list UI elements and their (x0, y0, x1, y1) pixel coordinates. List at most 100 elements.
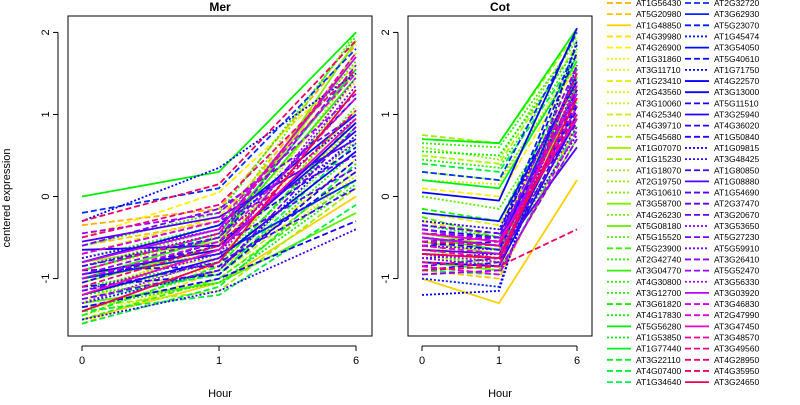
x-tick-label-mer-0: 0 (79, 355, 85, 367)
series-line-mer-at1g09815 (81, 228, 357, 321)
series-line-cot-at5g23900 (421, 101, 578, 239)
series-line-mer-at3g49560 (81, 68, 357, 239)
series-line-mer-at1g71750 (81, 72, 357, 222)
series-line-mer-at3g10610 (81, 138, 357, 313)
legend-label-at3g48425: AT3G48425 (714, 154, 759, 164)
legend-label-at1g15230: AT1G15230 (636, 154, 681, 164)
y-tick-label-cot-0: 0 (380, 193, 392, 199)
legend-label-at1g07070: AT1G07070 (636, 143, 681, 153)
series-line-mer-at3g48570 (81, 52, 357, 272)
series-line-cot-at4g22570 (421, 27, 578, 202)
legend-label-at3g62930: AT3G62930 (714, 9, 759, 19)
series-line-cot-at5g27230 (421, 89, 578, 243)
series-line-mer-at2g19750 (81, 89, 357, 292)
series-line-mer-at3g24650 (81, 89, 357, 313)
series-line-mer-at1g56430 (81, 44, 357, 227)
legend-label-at4g35950: AT4G35950 (714, 366, 759, 376)
legend-label-at1g54690: AT1G54690 (714, 188, 759, 198)
series-line-mer-at3g47450 (81, 117, 357, 296)
series-line-cot-at3g47450 (421, 118, 578, 243)
legend-label-at3g04770: AT3G04770 (636, 266, 681, 276)
legend-label-at4g25340: AT4G25340 (636, 110, 681, 120)
series-line-mer-at1g15230 (81, 187, 357, 309)
series-line-cot-at2g32720 (421, 31, 578, 182)
series-line-cot-at4g28950 (421, 114, 578, 247)
x-tick-label-cot-1: 1 (496, 355, 502, 367)
series-line-mer-at1g54690 (81, 167, 357, 280)
legend-label-at3g58700: AT3G58700 (636, 199, 681, 209)
series-line-cot-at1g71750 (421, 40, 578, 296)
series-line-cot-at3g26410 (421, 138, 578, 276)
legend-label-at5g40610: AT5G40610 (714, 54, 759, 64)
series-line-mer-at3g54050 (81, 113, 357, 264)
series-line-cot-at2g42740 (421, 40, 578, 149)
legend-label-at1g80850: AT1G80850 (714, 165, 759, 175)
legend-label-at5g23070: AT5G23070 (714, 20, 759, 30)
legend-label-at5g11510: AT5G11510 (714, 98, 759, 108)
legend-label-at3g26410: AT3G26410 (714, 254, 759, 264)
y-tick-label-cot--1: -1 (380, 274, 392, 284)
series-line-mer-at4g07400 (81, 203, 357, 313)
legend-label-at5g56280: AT5G56280 (636, 321, 681, 331)
legend-label-at3g24650: AT3G24650 (714, 377, 759, 387)
y-tick-label-mer--1: -1 (40, 274, 52, 284)
legend-label-at1g77440: AT1G77440 (636, 344, 681, 354)
series-line-mer-at5g08180 (81, 212, 357, 305)
series-line-mer-at4g28950 (81, 109, 357, 288)
series-line-cot-at4g26900 (421, 64, 578, 198)
y-tick-label-mer-2: 2 (40, 29, 52, 35)
series-line-mer-at3g26410 (81, 64, 357, 276)
legend-label-at4g26230: AT4G26230 (636, 210, 681, 220)
legend-label-at4g17830: AT4G17830 (636, 310, 681, 320)
legend-label-at3g20670: AT3G20670 (714, 210, 759, 220)
series-lines-mer (81, 31, 357, 325)
legend-label-at3g25940: AT3G25940 (714, 110, 759, 120)
legend-label-at5g23900: AT5G23900 (636, 243, 681, 253)
x-tick-label-cot-0: 0 (419, 355, 425, 367)
legend-label-at2g32720: AT2G32720 (714, 0, 759, 8)
series-line-cot-at5g56280 (421, 27, 578, 145)
legend-label-at5g52470: AT5G52470 (714, 266, 759, 276)
panel-title-mer: Mer (209, 0, 231, 14)
series-line-cot-at4g30800 (421, 52, 578, 169)
series-line-mer-at4g35950 (81, 39, 357, 222)
legend-label-at1g34640: AT1G34640 (636, 377, 681, 387)
legend-label-at3g53650: AT3G53650 (714, 221, 759, 231)
series-line-mer-at5g59910 (81, 85, 357, 292)
series-line-mer-at4g26900 (81, 64, 357, 239)
legend-label-at1g50840: AT1G50840 (714, 132, 759, 142)
x-axis-label-cot: Hour (488, 388, 512, 400)
legend-label-at2g43560: AT2G43560 (636, 87, 681, 97)
legend-label-at1g08880: AT1G08880 (714, 176, 759, 186)
series-line-mer-at3g20670 (81, 126, 357, 300)
legend-label-at1g09815: AT1G09815 (714, 143, 759, 153)
legend-label-at3g22110: AT3G22110 (636, 355, 681, 365)
series-line-cot-at3g56330 (421, 68, 578, 264)
legend-label-at2g19750: AT2G19750 (636, 176, 681, 186)
x-tick-label-cot-6: 6 (574, 355, 580, 367)
series-line-cot-at3g10610 (421, 36, 578, 161)
series-line-mer-at2g47990 (81, 72, 357, 255)
legend-label-at5g20980: AT5G20980 (636, 9, 681, 19)
legend-label-at1g48850: AT1G48850 (636, 20, 681, 30)
legend-label-at1g31860: AT1G31860 (636, 54, 681, 64)
legend-label-at4g36020: AT4G36020 (714, 121, 759, 131)
legend-label-at3g10060: AT3G10060 (636, 98, 681, 108)
series-line-mer-at5g23070 (81, 97, 357, 268)
legend-label-at4g28950: AT4G28950 (714, 355, 759, 365)
series-line-cot-at3g53650 (421, 126, 578, 251)
x-tick-label-mer-6: 6 (353, 355, 359, 367)
series-line-cot-at2g47990 (421, 105, 578, 255)
series-line-cot-at5g15520 (421, 85, 578, 210)
panel-mer: Mer Hour 0 1 6 -1 0 1 2 (40, 0, 373, 400)
legend-label-at4g30800: AT4G30800 (636, 277, 681, 287)
legend-label-at3g10610: AT3G10610 (636, 188, 681, 198)
series-line-cot-at3g10060 (421, 56, 578, 186)
series-line-mer-at2g32720 (81, 48, 357, 214)
legend-label-at4g22570: AT4G22570 (714, 76, 759, 86)
series-line-cot-at3g46830 (421, 130, 578, 276)
series-line-cot-at1g09815 (421, 77, 578, 231)
legend-label-at4g39980: AT4G39980 (636, 31, 681, 41)
y-tick-label-cot-2: 2 (380, 29, 392, 35)
